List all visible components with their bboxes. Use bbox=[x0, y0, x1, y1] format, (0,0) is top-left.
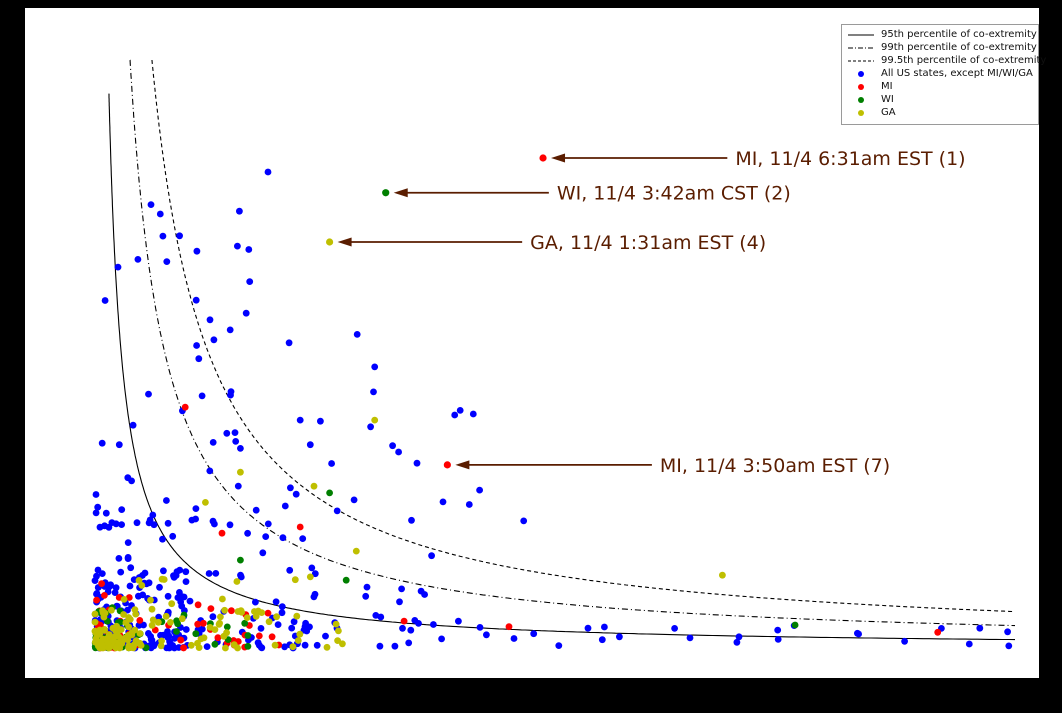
legend-label: 99.5th percentile of co-extremity bbox=[881, 55, 1047, 66]
legend-item: 99.5th percentile of co-extremity bbox=[848, 54, 1046, 67]
annotation-2: WI, 11/4 3:42am CST (2) bbox=[382, 183, 791, 205]
legend-item: 95th percentile of co-extremity bbox=[848, 28, 1037, 41]
annotation-3: GA, 11/4 1:31am EST (4) bbox=[326, 232, 766, 254]
legend-label: WI bbox=[881, 94, 894, 105]
chart-legend: 95th percentile of co-extremity 99th perc… bbox=[841, 24, 1046, 125]
legend-item: GA bbox=[848, 106, 1032, 119]
curve-dashdot bbox=[129, 59, 1016, 627]
chart-svg: MI, 11/4 6:31am EST (1) WI, 11/4 3:42am C… bbox=[91, 59, 1016, 652]
annotation-label: WI, 11/4 3:42am CST (2) bbox=[557, 183, 791, 205]
legend-marker-dot bbox=[848, 96, 874, 103]
series-us bbox=[91, 168, 1013, 652]
annotation-label: GA, 11/4 1:31am EST (4) bbox=[530, 232, 766, 254]
legend-marker-dot bbox=[848, 70, 874, 77]
figure-canvas: MI, 11/4 6:31am EST (1) WI, 11/4 3:42am C… bbox=[25, 8, 1046, 678]
legend-label: MI bbox=[881, 81, 893, 92]
legend-label: All US states, except MI/WI/GA bbox=[881, 68, 1033, 79]
annotation-4: MI, 11/4 3:50am EST (7) bbox=[443, 455, 890, 477]
curve-dashed bbox=[151, 60, 1016, 613]
legend-item: 99th percentile of co-extremity bbox=[848, 41, 1037, 54]
annotation-1: MI, 11/4 6:31am EST (1) bbox=[539, 148, 966, 170]
legend-marker-line bbox=[848, 44, 874, 52]
curve-solid bbox=[108, 93, 1016, 641]
legend-marker-dot bbox=[848, 109, 874, 116]
annotation-label: MI, 11/4 3:50am EST (7) bbox=[660, 455, 890, 477]
legend-label: GA bbox=[881, 107, 896, 118]
legend-label: 99th percentile of co-extremity bbox=[881, 42, 1037, 53]
legend-item: All US states, except MI/WI/GA bbox=[848, 67, 1033, 80]
series-ga bbox=[91, 416, 726, 652]
legend-marker-dot bbox=[848, 83, 874, 90]
legend-item: WI bbox=[848, 93, 1032, 106]
legend-label: 95th percentile of co-extremity bbox=[881, 29, 1037, 40]
annotation-label: MI, 11/4 6:31am EST (1) bbox=[735, 148, 965, 170]
legend-item: MI bbox=[848, 80, 1032, 93]
legend-marker-line bbox=[848, 31, 874, 39]
legend-marker-line bbox=[848, 57, 874, 65]
